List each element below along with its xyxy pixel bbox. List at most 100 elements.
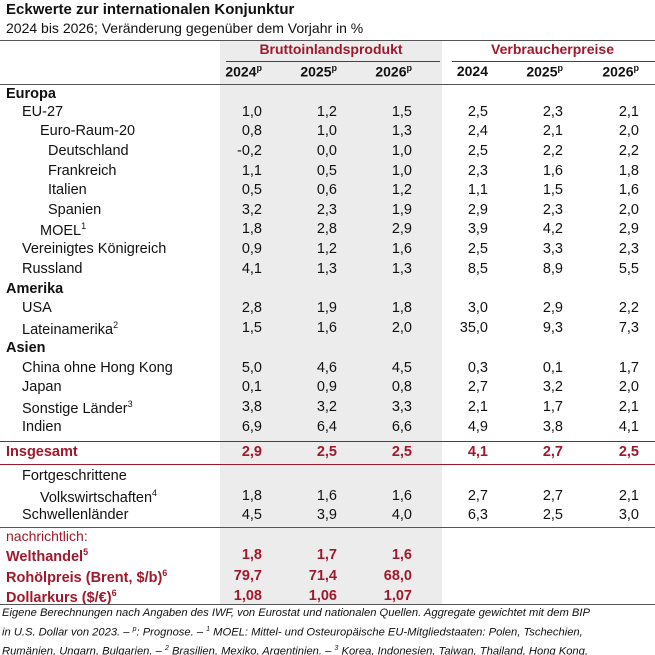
value-cell: 4,5 bbox=[391, 360, 412, 376]
row-label: MOEL1 bbox=[40, 221, 87, 239]
value-cell: 2,4 bbox=[467, 123, 488, 139]
value-cell: 2,5 bbox=[618, 444, 639, 460]
table-row: USA 2,8 1,9 1,8 3,0 2,9 2,2 bbox=[0, 300, 655, 320]
value-cell: 1,5 bbox=[391, 104, 412, 120]
year-header: 2024 bbox=[456, 63, 488, 79]
table-row: Indien 6,9 6,4 6,6 4,9 3,8 4,1 bbox=[0, 419, 655, 439]
value-cell: 3,9 bbox=[467, 221, 488, 237]
value-cell: 2,0 bbox=[618, 379, 639, 395]
value-cell: 3,2 bbox=[241, 202, 262, 218]
value-cell: 0,9 bbox=[316, 379, 337, 395]
value-cell: 1,0 bbox=[391, 143, 412, 159]
footnote-marker: 6 bbox=[111, 588, 117, 598]
value-cell: 2,2 bbox=[618, 300, 639, 316]
value-cell: 1,2 bbox=[391, 182, 412, 198]
table-row: Italien 0,5 0,6 1,2 1,1 1,5 1,6 bbox=[0, 182, 655, 202]
year-suffix: p bbox=[633, 63, 640, 73]
row-label: Dollarkurs ($/€)6 bbox=[6, 588, 117, 606]
row-label: EU-27 bbox=[22, 104, 64, 120]
year-suffix: p bbox=[331, 63, 338, 73]
table-row: Sonstige Länder3 3,8 3,2 3,3 2,1 1,7 2,1 bbox=[0, 399, 655, 419]
value-cell: 4,1 bbox=[241, 261, 262, 277]
value-cell: 2,8 bbox=[316, 221, 337, 237]
row-label: USA bbox=[22, 300, 52, 316]
row-label: Russland bbox=[22, 261, 83, 277]
value-cell: 0,0 bbox=[316, 143, 337, 159]
table-row: Welthandel5 1,8 1,7 1,6 bbox=[0, 547, 655, 567]
value-cell: 0,8 bbox=[391, 379, 412, 395]
header-rule bbox=[0, 84, 655, 85]
gdp-shaded-column bbox=[220, 41, 442, 604]
value-cell: 1,7 bbox=[316, 547, 337, 563]
value-cell: 68,0 bbox=[383, 568, 412, 584]
value-cell: 2,8 bbox=[241, 300, 262, 316]
value-cell: 0,1 bbox=[241, 379, 262, 395]
value-cell: 0,1 bbox=[542, 360, 563, 376]
table-row: Euro-Raum-20 0,8 1,0 1,3 2,4 2,1 2,0 bbox=[0, 123, 655, 143]
value-cell: 2,1 bbox=[618, 399, 639, 415]
value-cell: 3,2 bbox=[316, 399, 337, 415]
row-label: Asien bbox=[6, 340, 46, 356]
value-cell: 1,2 bbox=[316, 104, 337, 120]
value-cell: 1,6 bbox=[316, 488, 337, 504]
value-cell: 2,1 bbox=[618, 104, 639, 120]
row-label: Rohölpreis (Brent, $/b)6 bbox=[6, 568, 168, 586]
value-cell: 3,8 bbox=[241, 399, 262, 415]
value-cell: 8,9 bbox=[542, 261, 563, 277]
value-cell: 1,0 bbox=[316, 123, 337, 139]
footnote-text: Brasilien, Mexiko, Argentinien. – bbox=[168, 645, 335, 655]
year-header: 2026p bbox=[375, 63, 413, 80]
value-cell: 2,3 bbox=[542, 202, 563, 218]
value-cell: 3,3 bbox=[391, 399, 412, 415]
table-title: Eckwerte zur internationalen Konjunktur bbox=[6, 1, 295, 18]
value-cell: 1,1 bbox=[467, 182, 488, 198]
footnote-marker: 3 bbox=[127, 399, 133, 409]
value-cell: 35,0 bbox=[459, 320, 488, 336]
value-cell: 2,5 bbox=[391, 444, 412, 460]
value-cell: 2,9 bbox=[542, 300, 563, 316]
value-cell: 2,2 bbox=[618, 143, 639, 159]
value-cell: 2,7 bbox=[467, 488, 488, 504]
value-cell: 2,7 bbox=[542, 444, 563, 460]
value-cell: 71,4 bbox=[308, 568, 337, 584]
table-row: China ohne Hong Kong 5,0 4,6 4,5 0,3 0,1 1,7 bbox=[0, 360, 655, 380]
row-label: Japan bbox=[22, 379, 62, 395]
value-cell: 5,5 bbox=[618, 261, 639, 277]
value-cell: 2,3 bbox=[316, 202, 337, 218]
value-cell: 6,4 bbox=[316, 419, 337, 435]
value-cell: 1,7 bbox=[542, 399, 563, 415]
footnote-marker: p bbox=[132, 625, 137, 633]
value-cell: 2,3 bbox=[542, 104, 563, 120]
table-row: Schwellenländer 4,5 3,9 4,0 6,3 2,5 3,0 bbox=[0, 507, 655, 527]
value-cell: 1,8 bbox=[241, 221, 262, 237]
value-cell: 2,5 bbox=[467, 241, 488, 257]
value-cell: 3,0 bbox=[618, 507, 639, 523]
year-header: 2025p bbox=[526, 63, 563, 80]
table-row: Asien bbox=[0, 340, 655, 360]
value-cell: 2,9 bbox=[467, 202, 488, 218]
footnotes: Eigene Berechnungen nach Angaben des IWF… bbox=[2, 605, 653, 655]
value-cell: 3,2 bbox=[542, 379, 563, 395]
footnote-marker: 1 bbox=[206, 625, 211, 633]
footnote-text: Rumänien, Ungarn, Bulgarien. – bbox=[2, 645, 165, 655]
footnote-line: Rumänien, Ungarn, Bulgarien. – 2 Brasili… bbox=[2, 641, 653, 655]
value-cell: 6,3 bbox=[467, 507, 488, 523]
year-suffix: p bbox=[406, 63, 413, 73]
footnote-rule bbox=[0, 604, 655, 605]
value-cell: 1,6 bbox=[391, 488, 412, 504]
value-cell: 2,1 bbox=[618, 488, 639, 504]
table-row: Deutschland -0,2 0,0 1,0 2,5 2,2 2,2 bbox=[0, 143, 655, 163]
value-cell: 2,5 bbox=[316, 444, 337, 460]
value-cell: 2,0 bbox=[618, 202, 639, 218]
value-cell: 4,6 bbox=[316, 360, 337, 376]
value-cell: 2,7 bbox=[542, 488, 563, 504]
row-label: Indien bbox=[22, 419, 62, 435]
value-cell: 1,3 bbox=[391, 261, 412, 277]
note-rule bbox=[0, 527, 655, 528]
value-cell: 1,6 bbox=[542, 163, 563, 179]
table-row: Lateinamerika2 1,5 1,6 2,0 35,0 9,3 7,3 bbox=[0, 320, 655, 340]
footnote-text: Korea, Indonesien, Taiwan, Thailand, Hon… bbox=[338, 645, 588, 655]
value-cell: 1,6 bbox=[391, 547, 412, 563]
total-rule-top bbox=[0, 441, 655, 442]
table-row: Japan 0,1 0,9 0,8 2,7 3,2 2,0 bbox=[0, 379, 655, 399]
